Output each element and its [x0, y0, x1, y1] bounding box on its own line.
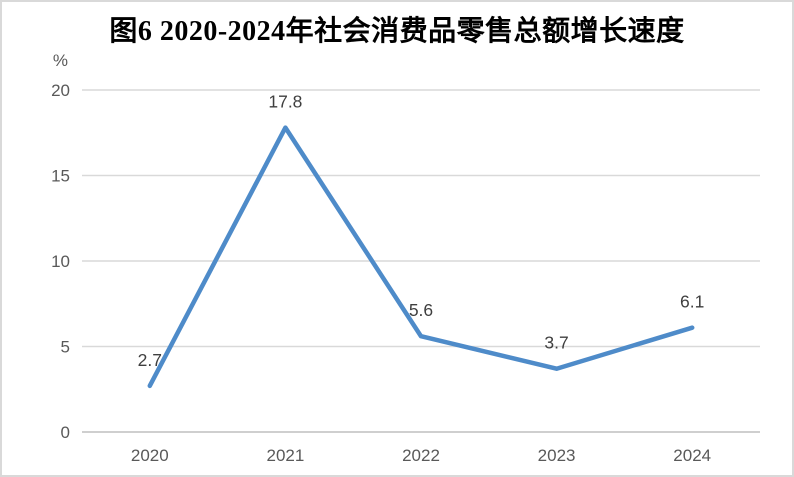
data-point-label: 5.6 — [409, 300, 433, 320]
y-axis-tick-label: 20 — [51, 81, 70, 100]
x-axis-tick-label: 2020 — [131, 446, 169, 465]
y-axis-tick-label: 5 — [61, 338, 70, 357]
data-series-line — [147, 125, 695, 389]
x-axis-tick-label: 2024 — [673, 446, 711, 465]
y-axis-unit-label: % — [52, 51, 68, 70]
x-axis-tick-label: 2023 — [538, 446, 576, 465]
x-axis-tick-label: 2021 — [266, 446, 304, 465]
y-axis-tick-label: 10 — [51, 252, 70, 271]
x-axis-tick-label: 2022 — [402, 446, 440, 465]
data-point-label: 3.7 — [544, 333, 568, 353]
data-point-label: 17.8 — [268, 92, 302, 112]
data-point-label: 6.1 — [680, 292, 704, 312]
chart-title: 图6 2020-2024年社会消费品零售总额增长速度 — [109, 16, 685, 47]
y-axis-tick-label: 0 — [61, 423, 70, 442]
y-axis-tick-label: 15 — [51, 167, 70, 186]
data-point-label: 2.7 — [138, 350, 162, 370]
